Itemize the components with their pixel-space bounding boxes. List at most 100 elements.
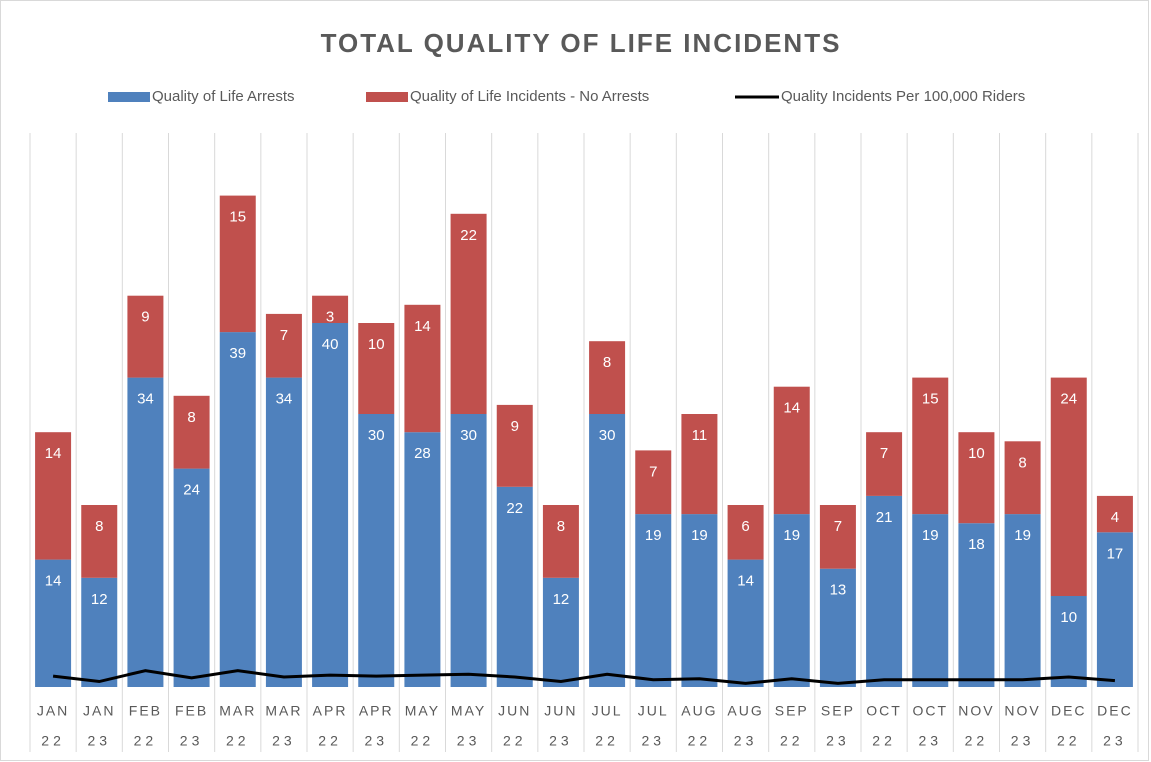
bar-segment <box>819 505 856 569</box>
bar-segment <box>173 468 210 687</box>
data-label: 19 <box>1014 527 1031 544</box>
x-tick-label: FEB <box>175 703 208 719</box>
data-label: 22 <box>506 500 523 517</box>
data-label: 19 <box>691 527 708 544</box>
bar-segment <box>1096 495 1133 533</box>
x-tick-label: 23 <box>549 733 573 749</box>
data-label: 12 <box>91 591 108 608</box>
x-tick-label: 23 <box>1103 733 1127 749</box>
legend-label: Quality of Life Arrests <box>152 88 295 105</box>
data-label: 8 <box>1018 454 1026 471</box>
x-tick-label: 22 <box>595 733 619 749</box>
bar-segment <box>1050 377 1087 596</box>
x-tick-label: NOV <box>958 703 994 719</box>
data-label: 13 <box>830 582 847 599</box>
bar-segment <box>265 313 302 378</box>
legend-label: Quality Incidents Per 100,000 Riders <box>781 88 1025 105</box>
data-label: 14 <box>45 573 62 590</box>
bar-segment <box>81 577 118 687</box>
x-tick-label: MAR <box>219 703 256 719</box>
x-tick-label: 23 <box>272 733 296 749</box>
x-tick-label: MAR <box>265 703 302 719</box>
bar-segment <box>912 514 949 687</box>
data-label: 8 <box>187 409 195 426</box>
x-tick-label: MAY <box>451 703 486 719</box>
bar-segment <box>681 514 718 687</box>
x-tick-label: 22 <box>318 733 342 749</box>
bar-segment <box>358 414 395 687</box>
bar-segment <box>173 395 210 469</box>
data-label: 24 <box>183 482 200 499</box>
x-tick-label: 22 <box>688 733 712 749</box>
x-tick-label: APR <box>313 703 348 719</box>
x-tick-label: 22 <box>780 733 804 749</box>
x-tick-label: 22 <box>503 733 527 749</box>
bar-segment <box>773 386 810 515</box>
bar-segment <box>727 505 764 560</box>
chart-title: TOTAL QUALITY OF LIFE INCIDENTS <box>321 28 842 58</box>
data-label: 9 <box>511 418 519 435</box>
bar-segment <box>312 323 349 687</box>
x-tick-label: DEC <box>1051 703 1087 719</box>
bar-segment <box>866 495 903 687</box>
bar-segment <box>358 323 395 414</box>
x-tick-label: AUG <box>727 703 763 719</box>
bar-segment <box>542 505 579 578</box>
bar-segment <box>496 404 533 487</box>
x-tick-label: SEP <box>821 703 855 719</box>
data-label: 40 <box>322 336 339 353</box>
x-tick-label: 22 <box>411 733 435 749</box>
bar-segment <box>450 414 487 687</box>
data-label: 7 <box>880 445 888 462</box>
x-tick-label: JUL <box>592 703 623 719</box>
x-tick-label: 23 <box>641 733 665 749</box>
bar-segment <box>1050 596 1087 687</box>
x-tick-label: 22 <box>1057 733 1081 749</box>
data-label: 8 <box>95 518 103 535</box>
data-label: 21 <box>876 509 893 526</box>
data-label: 11 <box>692 427 708 444</box>
legend-label: Quality of Life Incidents - No Arrests <box>410 88 649 105</box>
data-label: 7 <box>834 518 842 535</box>
data-label: 7 <box>280 327 288 344</box>
bar-segment <box>635 450 672 515</box>
x-tick-label: MAY <box>405 703 440 719</box>
data-label: 34 <box>137 391 154 408</box>
x-tick-label: 23 <box>1011 733 1035 749</box>
x-tick-label: JUN <box>544 703 577 719</box>
x-tick-label: OCT <box>912 703 948 719</box>
x-tick-label: JUN <box>498 703 531 719</box>
x-tick-label: APR <box>359 703 394 719</box>
data-label: 30 <box>599 427 616 444</box>
x-tick-label: 22 <box>41 733 65 749</box>
x-tick-label: NOV <box>1004 703 1040 719</box>
line <box>52 669 1116 685</box>
bar-segment <box>958 523 995 687</box>
x-tick-label: SEP <box>775 703 809 719</box>
x-tick-label: AUG <box>681 703 717 719</box>
data-label: 34 <box>276 391 293 408</box>
x-tick-label: FEB <box>129 703 162 719</box>
bar-segment <box>1004 514 1041 687</box>
bar-segment <box>265 377 302 687</box>
x-tick-label: 23 <box>457 733 481 749</box>
x-tick-label: 22 <box>134 733 158 749</box>
data-label: 7 <box>649 463 657 480</box>
x-tick-label: 23 <box>180 733 204 749</box>
data-label: 8 <box>603 354 611 371</box>
data-label: 3 <box>326 309 334 326</box>
bar-segment <box>589 414 626 687</box>
bar-segment <box>219 195 256 333</box>
bar-segment <box>958 432 995 524</box>
data-label: 28 <box>414 445 431 462</box>
bar-segment <box>635 514 672 687</box>
data-label: 4 <box>1111 509 1119 526</box>
x-tick-label: JUL <box>638 703 669 719</box>
x-tick-label: 23 <box>364 733 388 749</box>
data-label: 10 <box>1060 609 1077 626</box>
data-label: 19 <box>645 527 662 544</box>
x-tick-label: DEC <box>1097 703 1133 719</box>
data-label: 10 <box>968 445 985 462</box>
data-label: 9 <box>141 309 149 326</box>
